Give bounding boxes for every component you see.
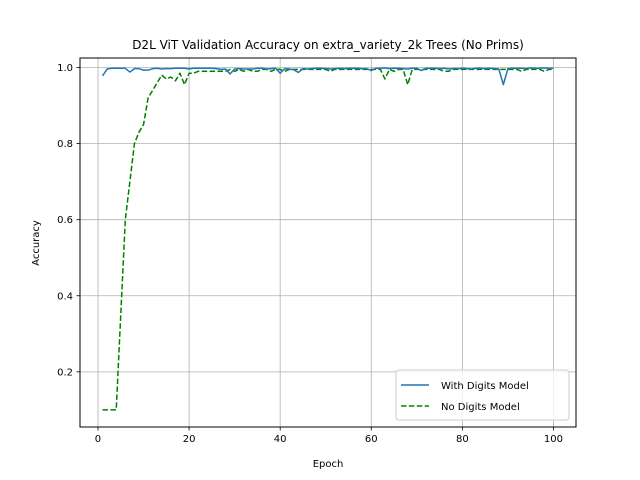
y-tick-label: 0.4 [57, 291, 73, 302]
grid [80, 58, 576, 427]
series-layer [101, 67, 554, 411]
x-axis-label: Epoch [313, 459, 344, 470]
series-line-with-digits [101, 67, 554, 86]
x-tick-label: 60 [365, 434, 378, 445]
x-tick-label: 40 [274, 434, 287, 445]
x-tick-label: 100 [544, 434, 563, 445]
y-tick-label: 1.0 [57, 63, 73, 74]
y-tick-label: 0.6 [57, 215, 73, 226]
y-axis-ticks: 0.2 0.4 0.6 0.8 1.0 [57, 63, 80, 378]
plot-frame [79, 57, 577, 428]
legend: With Digits Model No Digits Model [395, 369, 570, 421]
chart-title: D2L ViT Validation Accuracy on extra_var… [132, 38, 524, 52]
y-tick-label: 0.2 [57, 367, 73, 378]
y-tick-label: 0.8 [57, 139, 73, 150]
x-tick-label: 0 [95, 434, 101, 445]
x-tick-label: 20 [183, 434, 196, 445]
series-line-no-digits [102, 68, 554, 411]
y-axis-label: Accuracy [31, 220, 42, 266]
x-tick-label: 80 [456, 434, 469, 445]
x-axis-ticks: 0 20 40 60 80 100 [95, 427, 563, 445]
legend-label-no-digits: No Digits Model [441, 402, 520, 413]
legend-label-with-digits: With Digits Model [441, 381, 529, 392]
legend-box [395, 369, 570, 421]
